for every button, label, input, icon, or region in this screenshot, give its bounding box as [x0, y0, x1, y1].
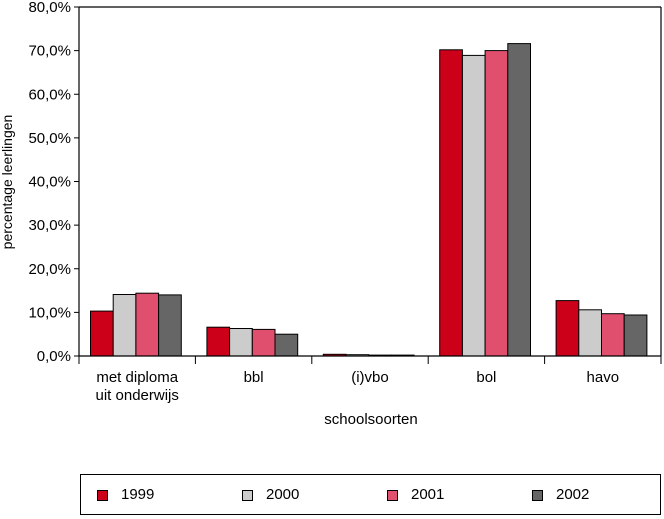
legend: 1999 2000 2001 2002 — [80, 474, 661, 515]
y-tick-label: 80,0% — [28, 0, 71, 16]
bar-chart: 0,0% 10,0% 20,0% 30,0% 40,0% 50,0% 60,0% 70,0% 8… — [0, 0, 662, 428]
y-tick-label: 70,0% — [28, 43, 71, 60]
bar-2000-0 — [112, 294, 137, 357]
y-tick-label: 30,0% — [28, 217, 71, 234]
y-tick-label: 10,0% — [28, 304, 71, 321]
legend-swatch-2000 — [242, 489, 253, 501]
axes — [78, 6, 662, 357]
bar-2002-0 — [158, 294, 182, 357]
bar-1999-0 — [90, 310, 114, 357]
y-tick-label: 0,0% — [37, 348, 71, 365]
x-tick-label: havo — [587, 369, 620, 386]
y-tick-label: 50,0% — [28, 130, 71, 147]
legend-item-2002: 2002 — [532, 487, 589, 503]
x-axis-title: schoolsoorten — [324, 411, 417, 428]
legend-label-2001: 2001 — [411, 486, 445, 503]
y-axis-ticks: 0,0% 10,0% 20,0% 30,0% 40,0% 50,0% 60,0% 70,0% 8… — [28, 0, 79, 365]
legend-swatch-2001 — [387, 489, 398, 501]
y-axis-title: percentage leerlingen — [0, 115, 15, 250]
legend-label-2002: 2002 — [556, 486, 590, 503]
legend-item-2000: 2000 — [242, 487, 299, 503]
y-tick-label: 60,0% — [28, 86, 71, 103]
bar-2000-3 — [461, 54, 486, 357]
legend-item-1999: 1999 — [97, 487, 154, 503]
x-tick-label: met diploma — [96, 369, 178, 386]
bar-2002-4 — [623, 314, 648, 357]
bars — [90, 43, 648, 357]
bar-2000-4 — [578, 309, 602, 357]
bar-1999-1 — [206, 326, 231, 357]
bar-2000-1 — [229, 328, 253, 357]
bar-1999-3 — [439, 49, 463, 357]
x-tick-label: uit onderwijs — [96, 387, 179, 404]
legend-swatch-1999 — [97, 489, 108, 501]
bar-2001-0 — [135, 292, 160, 357]
bar-2002-3 — [507, 43, 531, 357]
x-tick-label: bol — [476, 369, 496, 386]
bar-1999-4 — [555, 300, 580, 357]
y-tick-label: 40,0% — [28, 174, 71, 191]
y-tick-label: 20,0% — [28, 261, 71, 278]
bar-2001-4 — [601, 313, 625, 357]
x-tick-label: bbl — [244, 369, 264, 386]
x-tick-label: (i)vbo — [351, 369, 389, 386]
bar-2001-1 — [251, 328, 276, 357]
bar-2002-1 — [274, 333, 299, 357]
legend-swatch-2002 — [532, 489, 543, 501]
legend-label-2000: 2000 — [266, 486, 300, 503]
bar-2001-3 — [484, 50, 509, 357]
legend-item-2001: 2001 — [387, 487, 444, 503]
legend-label-1999: 1999 — [121, 486, 155, 503]
